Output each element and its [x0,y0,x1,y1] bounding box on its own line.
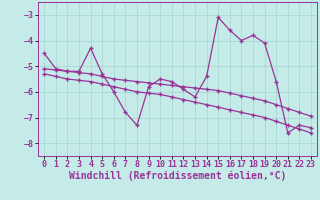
X-axis label: Windchill (Refroidissement éolien,°C): Windchill (Refroidissement éolien,°C) [69,171,286,181]
